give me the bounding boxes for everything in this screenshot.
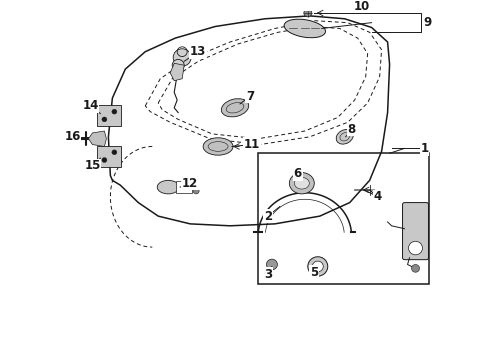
FancyBboxPatch shape [97, 105, 121, 126]
Text: 14: 14 [82, 99, 99, 112]
Polygon shape [88, 131, 106, 147]
Ellipse shape [289, 172, 314, 194]
Circle shape [266, 259, 277, 270]
Text: 4: 4 [373, 190, 381, 203]
Circle shape [303, 9, 311, 17]
Circle shape [112, 109, 117, 114]
Text: 7: 7 [245, 90, 254, 103]
Circle shape [112, 150, 117, 155]
Circle shape [102, 117, 107, 122]
Bar [258, 153, 428, 284]
Text: 16: 16 [64, 130, 81, 143]
Text: 11: 11 [244, 138, 260, 151]
Circle shape [411, 265, 419, 272]
Text: 2: 2 [264, 210, 271, 222]
Text: 8: 8 [347, 122, 355, 136]
Ellipse shape [221, 99, 248, 117]
Text: 6: 6 [293, 167, 302, 180]
Circle shape [173, 49, 191, 66]
Circle shape [307, 257, 327, 276]
FancyBboxPatch shape [97, 145, 121, 167]
Ellipse shape [157, 180, 179, 194]
Ellipse shape [294, 177, 309, 189]
Bar [176, 181, 192, 193]
Ellipse shape [284, 19, 325, 38]
Ellipse shape [203, 138, 233, 155]
Circle shape [172, 59, 184, 71]
Circle shape [312, 261, 323, 272]
FancyBboxPatch shape [402, 203, 427, 260]
Circle shape [102, 158, 107, 162]
Text: 10: 10 [353, 0, 369, 13]
Text: 5: 5 [309, 266, 317, 279]
Ellipse shape [336, 130, 352, 144]
Text: 9: 9 [423, 16, 431, 29]
Text: 1: 1 [420, 142, 427, 155]
Text: 12: 12 [182, 177, 198, 190]
Text: 3: 3 [264, 268, 271, 281]
Polygon shape [170, 63, 184, 81]
Circle shape [407, 241, 422, 255]
Circle shape [193, 188, 199, 194]
Text: 13: 13 [190, 45, 206, 58]
Text: 15: 15 [84, 159, 101, 172]
